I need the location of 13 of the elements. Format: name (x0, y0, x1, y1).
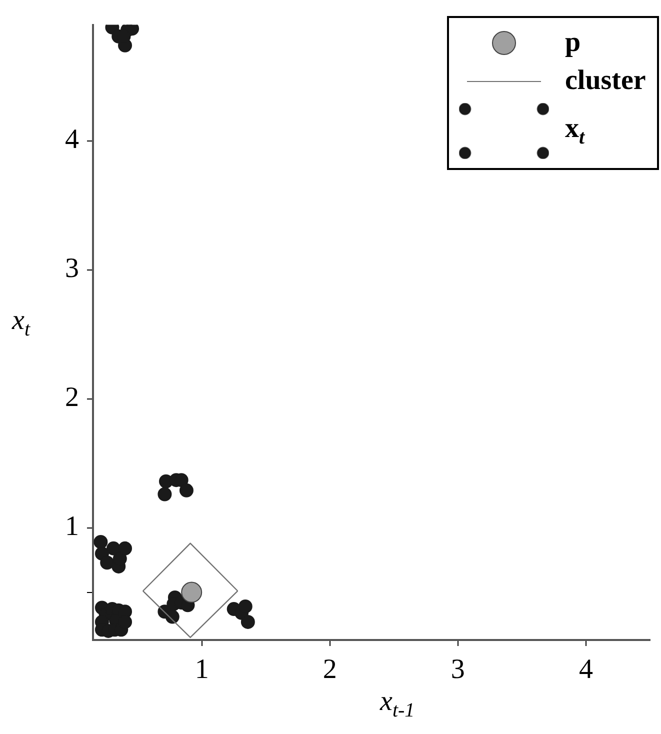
y-tick-label: 2 (65, 382, 79, 414)
y-tick-label: 4 (65, 124, 79, 156)
x-tick-label: 2 (322, 654, 337, 686)
legend-label: p (565, 27, 581, 59)
x-tick-label: 1 (194, 654, 209, 686)
legend-label: cluster (565, 65, 646, 97)
y-tick-label: 1 (65, 511, 79, 542)
x-tick-label: 3 (450, 654, 465, 686)
legend-label: x$_{t}$ (565, 112, 585, 150)
x-axis-title: x$_{t-1}$ (380, 686, 415, 723)
y-axis-title: x$_{t}$ (12, 305, 30, 342)
x-tick-label: 4 (578, 654, 593, 686)
y-tick-label: 3 (65, 253, 79, 284)
